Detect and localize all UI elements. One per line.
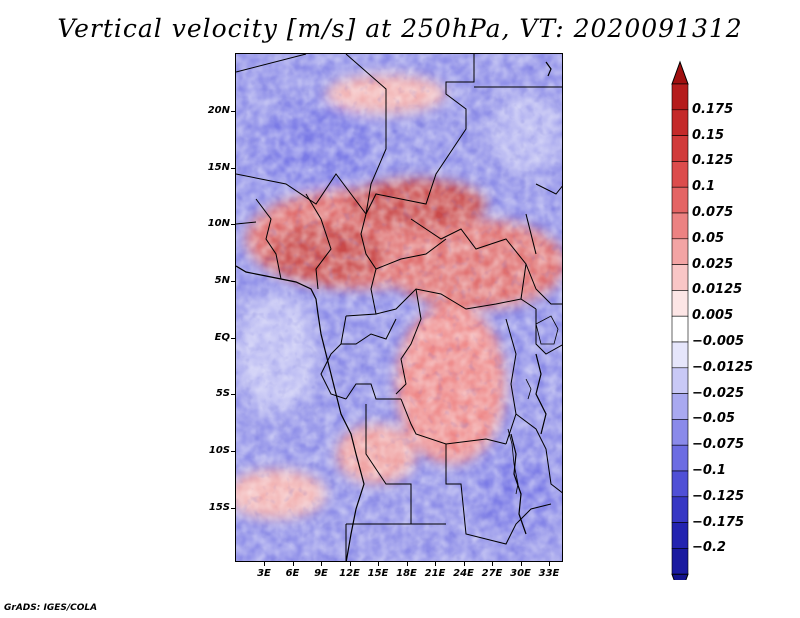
colorbar-label: −0.125 bbox=[692, 488, 745, 504]
colorbar bbox=[671, 60, 689, 580]
lat-label: 15N bbox=[207, 162, 230, 173]
colorbar-label: 0.125 bbox=[692, 153, 734, 169]
map-panel bbox=[235, 53, 563, 562]
colorbar-label: 0.025 bbox=[692, 256, 734, 272]
colorbar-segment bbox=[671, 238, 689, 265]
colorbar-segment bbox=[671, 548, 689, 575]
colorbar-label: −0.0125 bbox=[692, 359, 754, 375]
lon-label: 6E bbox=[285, 568, 300, 579]
lon-tick bbox=[321, 562, 322, 566]
lat-label: EQ bbox=[214, 332, 230, 343]
colorbar-segment bbox=[671, 367, 689, 394]
lakes bbox=[507, 315, 559, 495]
colorbar-segment bbox=[671, 212, 689, 240]
lon-tick bbox=[264, 562, 265, 566]
lon-label: 30E bbox=[510, 568, 531, 579]
lon-label: 15E bbox=[367, 568, 389, 579]
lon-tick bbox=[520, 562, 522, 566]
colorbar-label: −0.2 bbox=[692, 540, 726, 556]
lat-tick bbox=[231, 508, 235, 509]
colorbar-segment bbox=[671, 161, 689, 188]
colorbar-label: 0.075 bbox=[692, 205, 734, 220]
colorbar-segment bbox=[671, 419, 689, 446]
colorbar-label: 0.175 bbox=[692, 101, 734, 117]
lon-tick bbox=[349, 562, 351, 566]
lat-label: 15S bbox=[208, 502, 230, 513]
lon-tick bbox=[435, 562, 436, 566]
field-texture-dark bbox=[236, 54, 562, 561]
colorbar-segment bbox=[671, 470, 689, 498]
colorbar-label: 0.15 bbox=[692, 127, 725, 143]
country-borders bbox=[236, 54, 562, 561]
lon-label: 12E bbox=[339, 568, 360, 579]
lon-label: 3E bbox=[257, 568, 271, 579]
chart-title: Vertical velocity [m/s] at 250hPa, VT: 2… bbox=[57, 14, 743, 43]
lon-tick bbox=[378, 562, 379, 566]
colorbar-label: −0.1 bbox=[692, 463, 726, 478]
lat-label: 5N bbox=[214, 275, 230, 286]
lat-tick bbox=[231, 111, 235, 112]
vertical-velocity-field bbox=[236, 54, 562, 561]
colorbar-segment bbox=[671, 444, 689, 472]
lon-tick bbox=[492, 562, 493, 566]
lat-tick bbox=[231, 451, 235, 452]
colorbar-label: −0.05 bbox=[692, 411, 735, 427]
colorbar-segment bbox=[671, 315, 689, 343]
colorbar-segment bbox=[671, 341, 689, 369]
lat-label: 10N bbox=[207, 218, 230, 229]
colorbar-segment bbox=[671, 393, 689, 420]
colorbar-label: 0.0125 bbox=[692, 282, 743, 298]
colorbar-segment bbox=[671, 496, 689, 523]
lon-label: 21E bbox=[424, 568, 446, 579]
colorbar-label: 0.05 bbox=[692, 230, 725, 246]
colorbar-segment bbox=[671, 83, 689, 111]
colorbar-segment bbox=[671, 290, 689, 317]
colorbar-segment bbox=[671, 522, 689, 549]
lat-label: 20N bbox=[207, 105, 230, 116]
colorbar-label: −0.005 bbox=[692, 334, 745, 349]
colorbar-segment bbox=[671, 109, 689, 136]
colorbar-top-arrow bbox=[671, 60, 689, 85]
lat-tick bbox=[231, 168, 235, 169]
colorbar-label: −0.075 bbox=[692, 437, 745, 453]
lon-label: 27E bbox=[481, 568, 503, 579]
colorbar-label: −0.175 bbox=[692, 514, 745, 530]
lat-label: 10S bbox=[208, 445, 230, 456]
colorbar-segment bbox=[671, 264, 689, 291]
lon-tick bbox=[549, 562, 550, 566]
lon-tick bbox=[463, 562, 465, 566]
grads-credit: GrADS: IGES/COLA bbox=[4, 603, 98, 613]
lon-tick bbox=[406, 562, 408, 566]
lat-label: 5S bbox=[215, 388, 230, 399]
lon-tick bbox=[292, 562, 294, 566]
lon-label: 18E bbox=[396, 568, 417, 579]
lat-tick bbox=[231, 224, 235, 225]
lat-tick bbox=[231, 281, 235, 282]
colorbar-segment bbox=[671, 186, 689, 214]
colorbar-label: 0.1 bbox=[692, 179, 716, 195]
colorbar-label: 0.005 bbox=[692, 308, 734, 324]
lat-tick bbox=[231, 394, 235, 395]
lon-label: 9E bbox=[314, 568, 328, 579]
coastlines bbox=[236, 61, 552, 561]
colorbar-label: −0.025 bbox=[692, 385, 745, 401]
colorbar-bottom-arrow bbox=[671, 573, 689, 580]
lon-label: 24E bbox=[453, 568, 474, 579]
lat-tick bbox=[231, 338, 235, 339]
colorbar-segment bbox=[671, 135, 689, 162]
lon-label: 33E bbox=[538, 568, 560, 579]
